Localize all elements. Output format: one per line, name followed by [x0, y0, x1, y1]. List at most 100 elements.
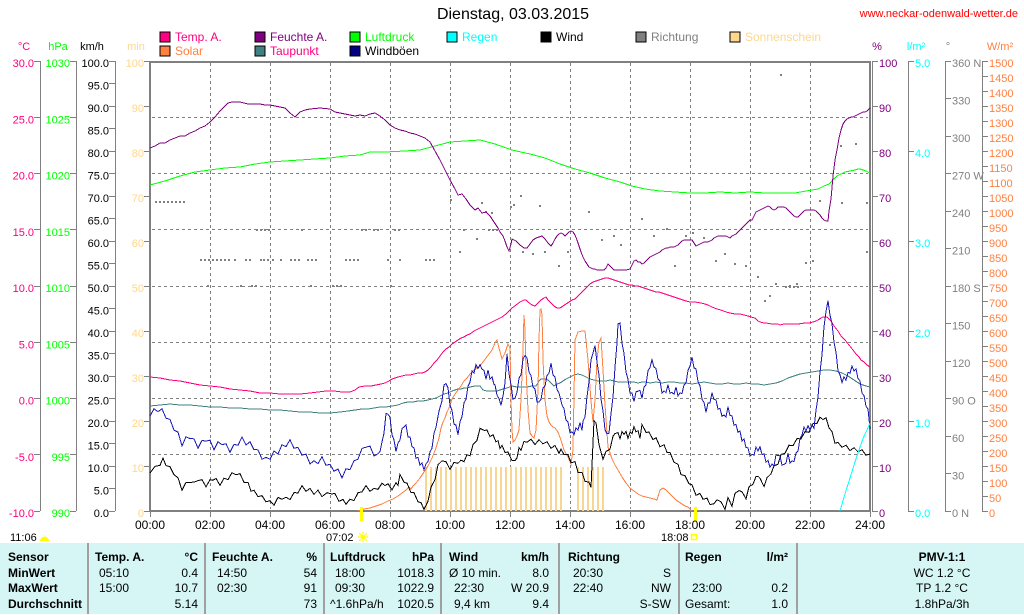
svg-text:50: 50	[879, 283, 891, 295]
svg-text:10.0: 10.0	[88, 463, 109, 475]
svg-text:30: 30	[132, 373, 144, 385]
svg-text:08:00: 08:00	[375, 518, 405, 532]
svg-text:Windböen: Windböen	[365, 44, 419, 58]
svg-text:-5.0: -5.0	[15, 452, 34, 464]
svg-text:1350: 1350	[989, 103, 1013, 115]
svg-text:4.0: 4.0	[915, 148, 930, 160]
svg-text:°C: °C	[18, 41, 30, 53]
svg-text:60: 60	[132, 238, 144, 250]
svg-text:Dienstag, 03.03.2015: Dienstag, 03.03.2015	[437, 6, 589, 23]
svg-text:50: 50	[132, 283, 144, 295]
svg-text:Regen: Regen	[462, 30, 497, 44]
svg-text:1250: 1250	[989, 133, 1013, 145]
svg-text:950: 950	[989, 223, 1007, 235]
svg-text:1.0: 1.0	[915, 418, 930, 430]
svg-text:16:00: 16:00	[615, 518, 645, 532]
svg-text:06:00: 06:00	[315, 518, 345, 532]
svg-text:40: 40	[879, 328, 891, 340]
svg-text:11:06: 11:06	[10, 532, 37, 544]
svg-text:0: 0	[879, 508, 885, 520]
svg-text:20.0: 20.0	[13, 171, 34, 183]
svg-text:1200: 1200	[989, 148, 1013, 160]
svg-text:1150: 1150	[989, 163, 1013, 175]
svg-text:360 N: 360 N	[952, 58, 981, 70]
svg-text:20.0: 20.0	[88, 418, 109, 430]
svg-text:50: 50	[989, 493, 1001, 505]
svg-text:1300: 1300	[989, 118, 1013, 130]
svg-text:450: 450	[989, 373, 1007, 385]
svg-text:750: 750	[989, 283, 1007, 295]
svg-text:990: 990	[52, 508, 70, 520]
svg-text:300: 300	[952, 133, 970, 145]
svg-text:-10.0: -10.0	[9, 508, 34, 520]
svg-text:55.0: 55.0	[88, 261, 109, 273]
svg-text:70: 70	[879, 193, 891, 205]
svg-text:120: 120	[952, 358, 970, 370]
svg-text:30.0: 30.0	[13, 58, 34, 70]
svg-text:W/m²: W/m²	[987, 41, 1014, 53]
svg-text:25.0: 25.0	[88, 396, 109, 408]
svg-text:900: 900	[989, 238, 1007, 250]
svg-text:95.0: 95.0	[88, 81, 109, 93]
svg-text:1000: 1000	[989, 208, 1013, 220]
svg-text:700: 700	[989, 298, 1007, 310]
svg-text:800: 800	[989, 268, 1007, 280]
svg-text:min: min	[127, 41, 145, 53]
svg-text:Feuchte A.: Feuchte A.	[270, 30, 327, 44]
svg-text:90: 90	[879, 103, 891, 115]
svg-text:210: 210	[952, 246, 970, 258]
svg-text:1010: 1010	[46, 283, 70, 295]
svg-text:20: 20	[879, 418, 891, 430]
svg-text:45.0: 45.0	[88, 306, 109, 318]
svg-text:850: 850	[989, 253, 1007, 265]
svg-text:10: 10	[879, 463, 891, 475]
svg-text:20:00: 20:00	[735, 518, 765, 532]
svg-text:90 O: 90 O	[952, 396, 976, 408]
svg-text:Luftdruck: Luftdruck	[365, 30, 415, 44]
svg-text:0: 0	[138, 508, 144, 520]
svg-text:100.0: 100.0	[81, 58, 109, 70]
svg-text:10:00: 10:00	[435, 518, 465, 532]
svg-text:1015: 1015	[46, 227, 70, 239]
svg-text:75.0: 75.0	[88, 171, 109, 183]
svg-text:400: 400	[989, 388, 1007, 400]
svg-text:5.0: 5.0	[915, 58, 930, 70]
svg-text:550: 550	[989, 343, 1007, 355]
svg-text:30: 30	[879, 373, 891, 385]
svg-text:02:00: 02:00	[195, 518, 225, 532]
svg-text:Taupunkt: Taupunkt	[270, 44, 319, 58]
svg-text:80.0: 80.0	[88, 148, 109, 160]
svg-text:1005: 1005	[46, 339, 70, 351]
svg-text:350: 350	[989, 403, 1007, 415]
svg-text:600: 600	[989, 328, 1007, 340]
svg-text:100: 100	[879, 58, 897, 70]
svg-text:70: 70	[132, 193, 144, 205]
svg-text:30: 30	[952, 471, 964, 483]
svg-text:0.0: 0.0	[94, 508, 109, 520]
svg-text:10: 10	[132, 463, 144, 475]
svg-text:90.0: 90.0	[88, 103, 109, 115]
svg-text:90: 90	[132, 103, 144, 115]
svg-text:25.0: 25.0	[13, 114, 34, 126]
svg-text:1050: 1050	[989, 193, 1013, 205]
svg-text:100: 100	[126, 58, 144, 70]
svg-text:24:00: 24:00	[855, 518, 885, 532]
svg-text:14:00: 14:00	[555, 518, 585, 532]
svg-text:150: 150	[989, 463, 1007, 475]
svg-text:40.0: 40.0	[88, 328, 109, 340]
svg-text:1500: 1500	[989, 58, 1013, 70]
svg-text:40: 40	[132, 328, 144, 340]
svg-text:07:02: 07:02	[326, 532, 354, 544]
svg-text:60: 60	[952, 433, 964, 445]
svg-text:650: 650	[989, 313, 1007, 325]
svg-text:0.0: 0.0	[19, 396, 34, 408]
svg-text:5.0: 5.0	[19, 339, 34, 351]
svg-text:100: 100	[989, 478, 1007, 490]
svg-text:15.0: 15.0	[88, 441, 109, 453]
svg-text:80: 80	[132, 148, 144, 160]
svg-text:l/m²: l/m²	[907, 41, 926, 53]
svg-text:30.0: 30.0	[88, 373, 109, 385]
svg-text:5.0: 5.0	[94, 486, 109, 498]
svg-text:18:00: 18:00	[675, 518, 705, 532]
svg-text:1000: 1000	[46, 396, 70, 408]
